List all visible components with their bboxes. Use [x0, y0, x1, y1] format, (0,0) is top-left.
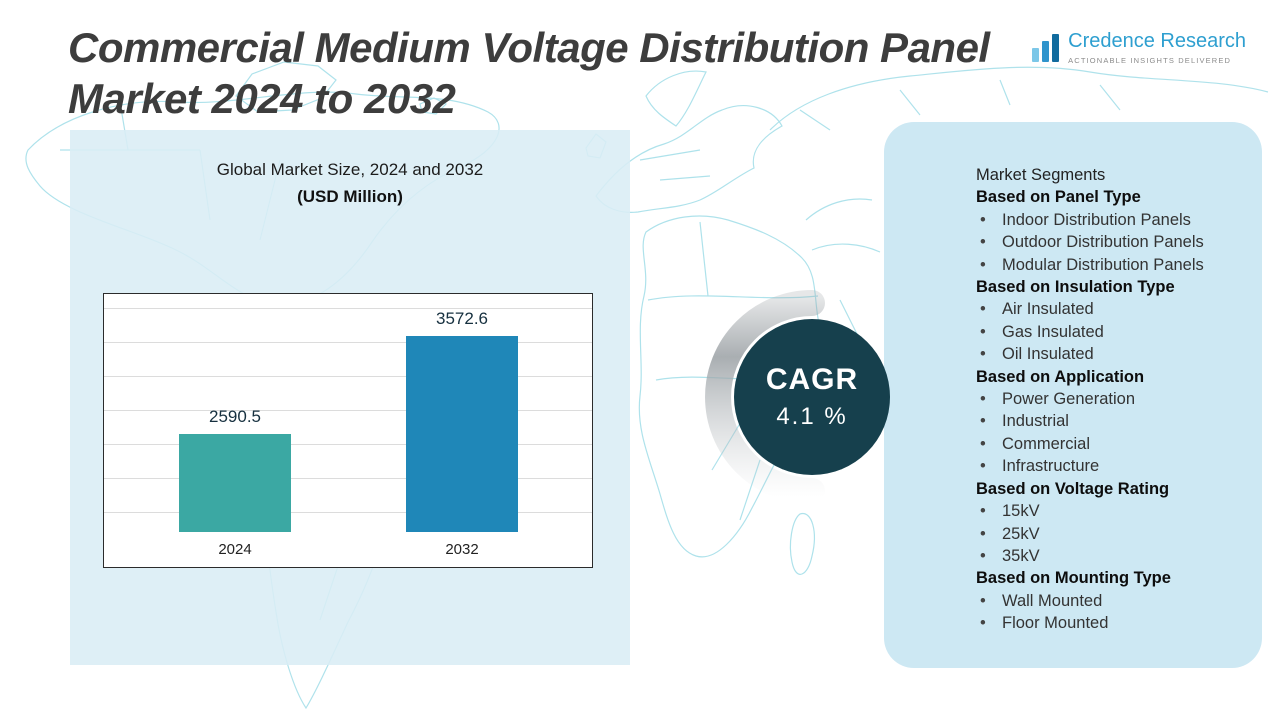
- bullet-icon: •: [980, 614, 986, 633]
- segment-item-label: Oil Insulated: [1002, 345, 1094, 364]
- segment-item: • Commercial: [976, 433, 1248, 455]
- bullet-icon: •: [980, 255, 986, 274]
- bar-2024: [179, 434, 291, 532]
- page-title: Commercial Medium Voltage Distribution P…: [68, 22, 990, 124]
- segment-item-label: Indoor Distribution Panels: [1002, 210, 1191, 229]
- segment-group-heading: Based on Application: [976, 367, 1145, 386]
- segment-group-heading: Based on Insulation Type: [976, 278, 1175, 297]
- segments-title: Market Segments: [976, 166, 1106, 184]
- bullet-icon: •: [980, 524, 986, 543]
- segment-item-label: 35kV: [1002, 546, 1040, 565]
- page-title-line1: Commercial Medium Voltage Distribution P…: [68, 24, 990, 71]
- logo-text: Credence Research Actionable Insights De…: [1068, 30, 1246, 65]
- segment-group-heading: Based on Voltage Rating: [976, 479, 1170, 498]
- cagr-value: 4.1 %: [776, 403, 848, 430]
- segment-item-label: Modular Distribution Panels: [1002, 255, 1204, 274]
- segment-item: • Power Generation: [976, 388, 1248, 410]
- segment-item: • 35kV: [976, 545, 1248, 567]
- bullet-icon: •: [980, 210, 986, 229]
- segment-item: • Air Insulated: [976, 298, 1248, 320]
- segment-group-heading: Based on Mounting Type: [976, 569, 1171, 588]
- logo-name: Credence Research: [1068, 30, 1246, 52]
- market-size-panel: Global Market Size, 2024 and 2032 (USD M…: [70, 130, 630, 665]
- logo-tagline: Actionable Insights Delivered: [1068, 56, 1232, 65]
- segment-item-label: Air Insulated: [1002, 300, 1094, 319]
- bullet-icon: •: [980, 591, 986, 610]
- bullet-icon: •: [980, 322, 986, 341]
- segment-item-label: Power Generation: [1002, 390, 1135, 409]
- segment-group-heading: Based on Panel Type: [976, 188, 1141, 207]
- segment-item-label: 15kV: [1002, 502, 1040, 521]
- segment-item: • Oil Insulated: [976, 343, 1248, 365]
- segment-item: • Gas Insulated: [976, 321, 1248, 343]
- segment-item-label: Infrastructure: [1002, 457, 1100, 476]
- bar-chart: 2590.5 2024 3572.6 2032: [103, 293, 593, 568]
- market-segments-panel: Market Segments Based on Panel Type • Indo…: [884, 122, 1262, 668]
- cagr-badge: CAGR 4.1 %: [734, 319, 890, 475]
- segment-item: • Modular Distribution Panels: [976, 254, 1248, 276]
- bullet-icon: •: [980, 233, 986, 252]
- bullet-icon: •: [980, 546, 986, 565]
- bullet-icon: •: [980, 300, 986, 319]
- bullet-icon: •: [980, 345, 986, 364]
- segment-item: • 25kV: [976, 523, 1248, 545]
- logo-bar-chart-icon: [1032, 32, 1060, 62]
- segment-item: • Infrastructure: [976, 455, 1248, 477]
- bullet-icon: •: [980, 434, 986, 453]
- segment-item-label: Outdoor Distribution Panels: [1002, 233, 1204, 252]
- bar-x-axis-label: 2032: [445, 541, 479, 558]
- segment-item-label: Industrial: [1002, 412, 1069, 431]
- bar-value-label: 3572.6: [436, 309, 488, 328]
- bullet-icon: •: [980, 390, 986, 409]
- bullet-icon: •: [980, 457, 986, 476]
- segment-item: • Industrial: [976, 410, 1248, 432]
- segments-list: Based on Panel Type • Indoor Distribution …: [976, 186, 1248, 634]
- page-title-line2: Market 2024 to 2032: [68, 75, 456, 123]
- bullet-icon: •: [980, 412, 986, 431]
- segment-item: • Wall Mounted: [976, 590, 1248, 612]
- segment-item-label: 25kV: [1002, 524, 1040, 543]
- bar-2032: [406, 336, 518, 532]
- segment-item: • 15kV: [976, 500, 1248, 522]
- chart-title: Global Market Size, 2024 and 2032: [216, 160, 484, 179]
- segment-item: • Indoor Distribution Panels: [976, 209, 1248, 231]
- bar-value-label: 2590.5: [209, 407, 261, 426]
- cagr-swoosh: [705, 290, 825, 504]
- segment-item-label: Wall Mounted: [1002, 591, 1103, 610]
- segment-item-label: Gas Insulated: [1002, 322, 1104, 341]
- chart-plot-area: 2590.5 2024 3572.6 2032: [104, 294, 592, 567]
- bar-x-axis-label: 2024: [218, 541, 252, 558]
- segment-item-label: Floor Mounted: [1002, 614, 1109, 633]
- cagr-label: CAGR: [765, 363, 859, 396]
- segment-item-label: Commercial: [1002, 434, 1091, 453]
- credence-research-logo: Credence Research Actionable Insights De…: [1032, 30, 1246, 65]
- bullet-icon: •: [980, 502, 986, 521]
- chart-subtitle: (USD Million): [297, 187, 403, 206]
- segment-item: • Floor Mounted: [976, 612, 1248, 634]
- segment-item: • Outdoor Distribution Panels: [976, 231, 1248, 253]
